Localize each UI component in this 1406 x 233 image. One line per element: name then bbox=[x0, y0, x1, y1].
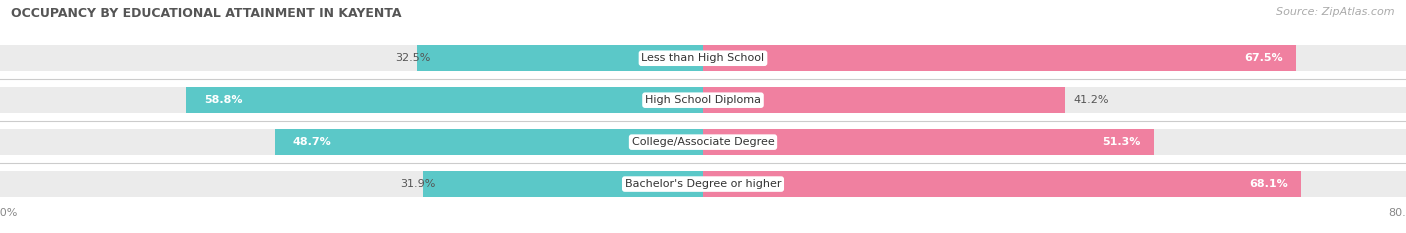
Bar bbox=[0, 171, 703, 197]
Text: Source: ZipAtlas.com: Source: ZipAtlas.com bbox=[1277, 7, 1395, 17]
Bar bbox=[276, 129, 703, 155]
Bar bbox=[703, 129, 1154, 155]
Text: High School Diploma: High School Diploma bbox=[645, 95, 761, 105]
Bar bbox=[703, 45, 1406, 71]
Bar bbox=[703, 129, 1406, 155]
Text: 58.8%: 58.8% bbox=[204, 95, 242, 105]
Bar bbox=[703, 87, 1406, 113]
Bar bbox=[187, 87, 703, 113]
Text: OCCUPANCY BY EDUCATIONAL ATTAINMENT IN KAYENTA: OCCUPANCY BY EDUCATIONAL ATTAINMENT IN K… bbox=[11, 7, 402, 20]
Text: 67.5%: 67.5% bbox=[1244, 53, 1282, 63]
Text: College/Associate Degree: College/Associate Degree bbox=[631, 137, 775, 147]
Text: 48.7%: 48.7% bbox=[292, 137, 332, 147]
Text: 68.1%: 68.1% bbox=[1250, 179, 1288, 189]
Bar bbox=[0, 129, 703, 155]
Text: 32.5%: 32.5% bbox=[395, 53, 430, 63]
Text: Less than High School: Less than High School bbox=[641, 53, 765, 63]
Bar bbox=[703, 171, 1302, 197]
Text: Bachelor's Degree or higher: Bachelor's Degree or higher bbox=[624, 179, 782, 189]
Bar bbox=[703, 45, 1296, 71]
Bar bbox=[423, 171, 703, 197]
Bar bbox=[418, 45, 703, 71]
Text: 41.2%: 41.2% bbox=[1074, 95, 1109, 105]
Text: 51.3%: 51.3% bbox=[1102, 137, 1140, 147]
Bar bbox=[0, 45, 703, 71]
Bar bbox=[703, 171, 1406, 197]
Text: 31.9%: 31.9% bbox=[401, 179, 436, 189]
Bar bbox=[703, 87, 1066, 113]
Bar bbox=[0, 87, 703, 113]
